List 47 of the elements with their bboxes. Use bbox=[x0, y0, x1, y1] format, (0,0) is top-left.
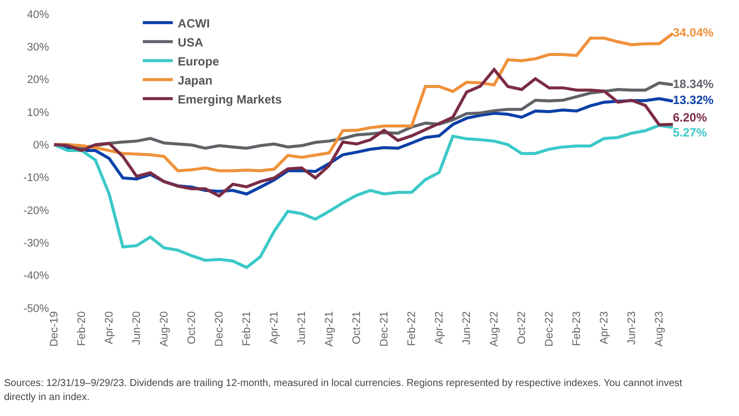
line-series bbox=[52, 32, 674, 172]
y-tick-label: 30% bbox=[26, 42, 50, 54]
legend-label: ACWI bbox=[178, 16, 210, 30]
y-tick-label: 0% bbox=[33, 140, 50, 152]
y-tick-label: 40% bbox=[26, 8, 50, 21]
y-tick-label: -40% bbox=[23, 270, 50, 282]
x-tick-label: Oct-20 bbox=[186, 311, 198, 344]
x-tick-label: Feb-23 bbox=[571, 311, 584, 346]
x-tick-label: Dec-19 bbox=[48, 311, 61, 347]
legend-label: Japan bbox=[178, 73, 212, 88]
x-tick-label: Jun-22 bbox=[461, 311, 474, 345]
y-tick-label: -30% bbox=[23, 238, 50, 250]
x-tick-label: Dec-20 bbox=[214, 311, 226, 347]
y-tick-label: -10% bbox=[23, 172, 50, 184]
data-label: 5.27% bbox=[672, 125, 708, 140]
x-tick-label: Dec-22 bbox=[544, 311, 556, 347]
legend-label: Emerging Markets bbox=[178, 92, 282, 106]
y-tick-label: 20% bbox=[26, 74, 50, 86]
x-tick-label: Jun-23 bbox=[626, 311, 638, 345]
x-tick-label: Feb-22 bbox=[406, 311, 418, 346]
x-tick-label: Feb-20 bbox=[76, 311, 88, 346]
x-tick-label: Jun-21 bbox=[296, 311, 308, 345]
data-label: 18.34% bbox=[672, 76, 714, 91]
x-tick-label: Aug-20 bbox=[158, 311, 171, 347]
x-tick-label: Oct-22 bbox=[516, 311, 528, 344]
source-note: Sources: 12/31/19–9/29/23. Dividends are trailing 12-month, measured in local currencies. Regions represented by respective indexes. You cannot invest directly in an index. bbox=[4, 377, 684, 405]
x-tick-label: Apr-21 bbox=[268, 311, 281, 344]
y-tick-label: 10% bbox=[26, 106, 50, 119]
x-tick-label: Feb-21 bbox=[241, 311, 254, 346]
y-tick-label: -50% bbox=[23, 302, 50, 315]
line-series bbox=[52, 68, 674, 198]
x-tick-label: Aug-22 bbox=[488, 311, 501, 347]
x-tick-label: Apr-20 bbox=[104, 311, 116, 344]
x-tick-label: Aug-21 bbox=[324, 311, 336, 347]
x-tick-label: Aug-23 bbox=[654, 311, 666, 347]
x-tick-label: Apr-23 bbox=[598, 311, 611, 344]
y-tick-label: -20% bbox=[23, 204, 50, 217]
data-label: 6.20% bbox=[672, 110, 708, 124]
line-series bbox=[52, 124, 674, 269]
legend-label: Europe bbox=[178, 54, 220, 68]
legend-label: USA bbox=[178, 35, 204, 50]
data-label: 34.04% bbox=[672, 25, 714, 40]
data-label: 13.32% bbox=[672, 93, 714, 108]
x-tick-label: Oct-21 bbox=[351, 311, 364, 344]
x-tick-label: Dec-21 bbox=[378, 311, 391, 347]
x-tick-label: Apr-22 bbox=[434, 311, 446, 344]
x-tick-label: Jun-20 bbox=[131, 311, 144, 345]
